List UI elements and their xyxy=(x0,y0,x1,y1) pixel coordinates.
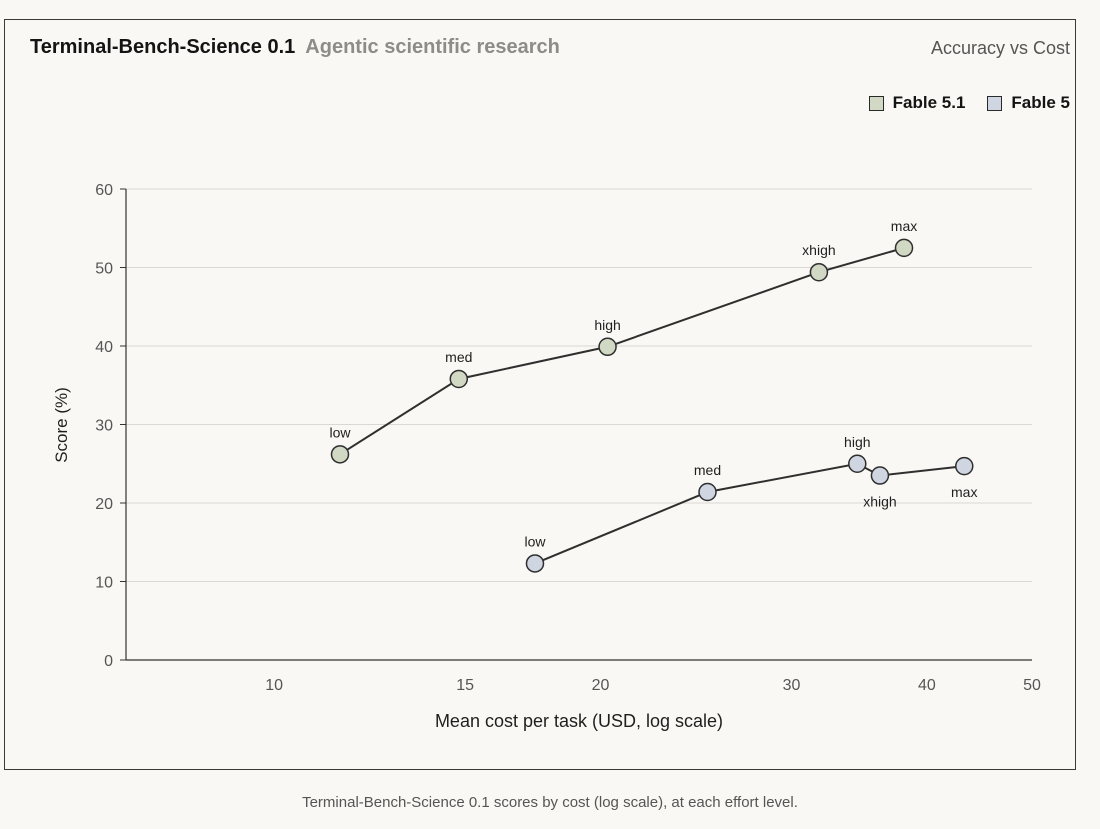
chart-frame xyxy=(4,19,1076,770)
point-label-fable-5-high: high xyxy=(844,434,870,450)
y-tick-label-40: 40 xyxy=(95,339,113,356)
point-label-fable-5-1-med: med xyxy=(445,349,472,365)
x-tick-label-20: 20 xyxy=(592,677,610,694)
point-fable-5-1-xhigh xyxy=(809,262,829,282)
point-label-fable-5-med: med xyxy=(694,462,721,478)
x-tick-label-30: 30 xyxy=(783,677,801,694)
point-fable-5-low xyxy=(525,554,545,573)
y-axis-label: Score (%) xyxy=(52,387,71,463)
y-tick-label-10: 10 xyxy=(95,575,113,592)
point-fable-5-1-low xyxy=(330,445,350,464)
point-label-fable-5-xhigh: xhigh xyxy=(863,494,896,510)
point-label-fable-5-1-xhigh: xhigh xyxy=(802,242,835,258)
x-tick-label-50: 50 xyxy=(1023,677,1041,694)
point-fable-5-max xyxy=(955,456,974,476)
legend-swatch-fable-5-1 xyxy=(868,95,884,111)
grid-layer xyxy=(126,188,1032,582)
legend: Fable 5.1 Fable 5 xyxy=(868,93,1070,113)
y-tick-label-50: 50 xyxy=(95,261,113,278)
x-tick-label-40: 40 xyxy=(918,677,936,694)
point-label-fable-5-max: max xyxy=(951,484,977,500)
chart-title: Terminal-Bench-Science 0.1 xyxy=(30,36,296,58)
point-fable-5-1-high xyxy=(598,337,617,357)
y-tick-label-20: 20 xyxy=(95,496,113,513)
point-label-fable-5-1-max: max xyxy=(891,218,917,234)
y-tick-label-0: 0 xyxy=(104,653,113,670)
legend-item-fable-5: Fable 5 xyxy=(987,93,1070,113)
point-fable-5-1-max xyxy=(894,238,914,258)
point-fable-5-med xyxy=(698,482,717,502)
legend-item-fable-5-1: Fable 5.1 xyxy=(868,93,966,113)
point-label-fable-5-1-low: low xyxy=(329,424,351,440)
figure-caption: Terminal-Bench-Science 0.1 scores by cos… xyxy=(302,794,798,811)
legend-swatch-fable-5 xyxy=(987,95,1003,111)
chart-subtitle: Agentic scientific research xyxy=(305,36,560,58)
point-fable-5-xhigh xyxy=(870,466,890,485)
x-tick-label-15: 15 xyxy=(456,677,474,694)
point-fable-5-1-med xyxy=(449,369,469,389)
series-layer: low med high xhigh max low med high xhigh max xyxy=(329,218,977,573)
x-tick-label-10: 10 xyxy=(265,677,283,694)
x-axis-label: Mean cost per task (USD, log scale) xyxy=(435,711,723,731)
chart-header: Terminal-Bench-Science 0.1 Agentic scien… xyxy=(30,36,560,59)
axis-layer: 0 10 20 30 40 50 60 10 15 20 30 40 50 xyxy=(95,182,1041,694)
legend-label-fable-5: Fable 5 xyxy=(1011,93,1070,112)
point-label-fable-5-1-high: high xyxy=(594,317,620,333)
y-tick-label-60: 60 xyxy=(95,182,113,199)
chart-view-label: Accuracy vs Cost xyxy=(930,38,1070,58)
series-line-fable-5 xyxy=(534,462,965,565)
legend-label-fable-5-1: Fable 5.1 xyxy=(892,93,966,112)
point-fable-5-high xyxy=(848,454,867,473)
point-label-fable-5-low: low xyxy=(524,533,546,549)
y-tick-label-30: 30 xyxy=(95,418,113,435)
